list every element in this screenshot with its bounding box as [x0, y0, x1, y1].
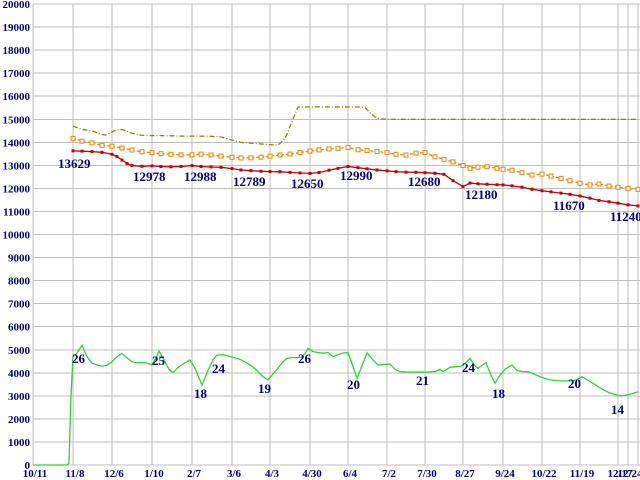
svg-text:21: 21 — [416, 373, 429, 388]
olive-dashed-series — [72, 106, 638, 146]
svg-text:13629: 13629 — [58, 156, 91, 171]
svg-text:14000: 14000 — [3, 137, 31, 149]
svg-text:5000: 5000 — [8, 345, 31, 357]
data-point-labels: 13629 12978 12988 12789 12650 12990 12680 12180… — [58, 156, 640, 417]
svg-text:12/17: 12/17 — [607, 468, 633, 480]
svg-text:24: 24 — [462, 360, 476, 375]
svg-text:19: 19 — [258, 381, 272, 396]
x-axis-tick-labels: 10/11 11/8 12/6 1/10 2/7 3/6 4/3 4/30 6/4 7/2 7/30… — [23, 468, 640, 480]
svg-text:12000: 12000 — [3, 183, 31, 195]
svg-text:6/4: 6/4 — [343, 468, 358, 480]
svg-text:2000: 2000 — [8, 414, 31, 426]
svg-text:10/22: 10/22 — [531, 468, 557, 480]
svg-text:1/10: 1/10 — [144, 468, 164, 480]
svg-text:25: 25 — [152, 353, 166, 368]
svg-text:11/19: 11/19 — [570, 468, 595, 480]
svg-text:20: 20 — [347, 377, 360, 392]
svg-text:12990: 12990 — [340, 168, 373, 183]
svg-text:19000: 19000 — [3, 22, 31, 34]
svg-text:17000: 17000 — [3, 68, 31, 80]
svg-text:7/30: 7/30 — [417, 468, 437, 480]
svg-text:12/6: 12/6 — [104, 468, 124, 480]
svg-text:26: 26 — [72, 351, 86, 366]
svg-text:12180: 12180 — [465, 187, 498, 202]
svg-text:12650: 12650 — [291, 176, 324, 191]
gridlines — [32, 3, 640, 466]
svg-text:9000: 9000 — [8, 253, 31, 265]
svg-text:4/30: 4/30 — [302, 468, 322, 480]
svg-text:20000: 20000 — [3, 0, 31, 11]
svg-text:11000: 11000 — [3, 206, 30, 218]
svg-text:7/2: 7/2 — [382, 468, 397, 480]
svg-text:16000: 16000 — [3, 91, 31, 103]
svg-text:9/24: 9/24 — [495, 468, 515, 480]
svg-text:24: 24 — [212, 361, 226, 376]
svg-text:18000: 18000 — [3, 45, 31, 57]
green-series — [33, 343, 639, 466]
svg-text:11240: 11240 — [610, 209, 640, 224]
svg-text:12/24: 12/24 — [617, 468, 640, 480]
orange-dashed-series — [70, 135, 640, 192]
svg-text:4000: 4000 — [8, 368, 31, 380]
svg-text:7000: 7000 — [8, 299, 31, 311]
svg-text:12978: 12978 — [133, 169, 166, 184]
svg-text:13000: 13000 — [3, 160, 31, 172]
svg-text:0: 0 — [25, 460, 31, 472]
svg-text:10/11: 10/11 — [23, 468, 47, 480]
y-axis-tick-labels: 0 1000 2000 3000 4000 5000 6000 7000 8000 9000 100… — [3, 0, 31, 472]
svg-text:10000: 10000 — [3, 230, 31, 242]
svg-text:11670: 11670 — [553, 198, 585, 213]
svg-text:14: 14 — [611, 402, 625, 417]
svg-text:15000: 15000 — [3, 114, 31, 126]
svg-text:18: 18 — [492, 386, 506, 401]
red-series — [71, 149, 640, 208]
svg-text:18: 18 — [194, 386, 208, 401]
svg-text:3000: 3000 — [8, 391, 31, 403]
svg-text:20: 20 — [568, 376, 581, 391]
svg-text:12789: 12789 — [233, 174, 266, 189]
svg-text:3/6: 3/6 — [227, 468, 242, 480]
svg-text:2/7: 2/7 — [187, 468, 202, 480]
svg-text:12680: 12680 — [408, 174, 441, 189]
svg-text:11/8: 11/8 — [66, 468, 85, 480]
svg-text:26: 26 — [298, 351, 312, 366]
svg-text:6000: 6000 — [8, 322, 31, 334]
svg-text:8000: 8000 — [8, 276, 31, 288]
svg-text:8/27: 8/27 — [455, 468, 475, 480]
svg-text:4/3: 4/3 — [265, 468, 280, 480]
svg-text:1000: 1000 — [8, 437, 31, 449]
svg-text:12988: 12988 — [184, 169, 217, 184]
